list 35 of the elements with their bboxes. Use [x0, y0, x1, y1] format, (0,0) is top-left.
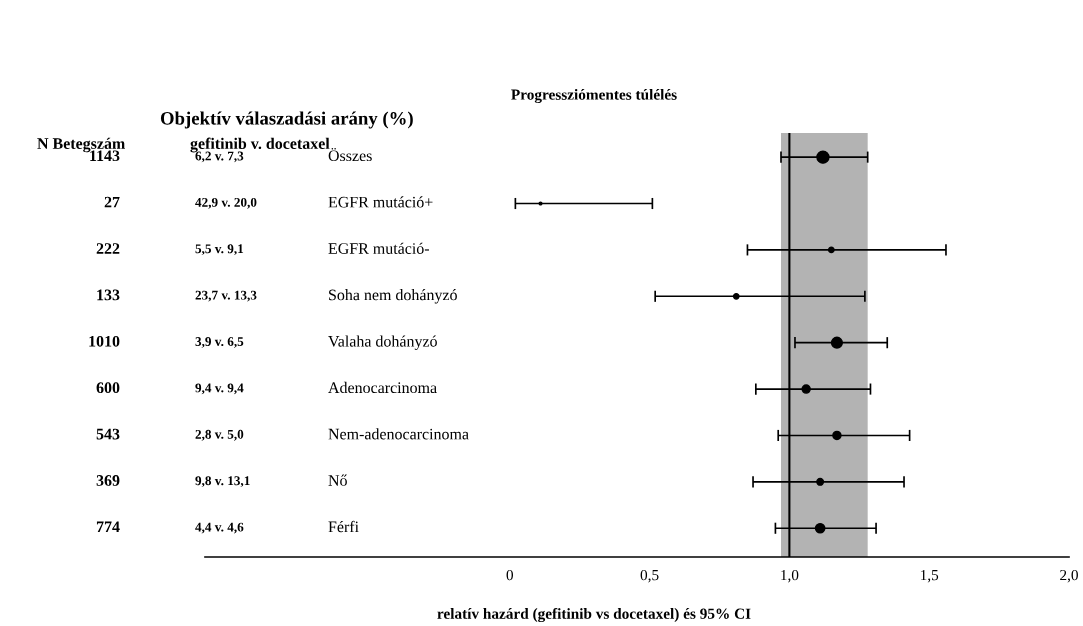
text: 133 [97, 289, 120, 301]
annotation: 3,9 v. 6,5 [195, 337, 244, 348]
y-tick-label: EGFR mutáció+ [328, 196, 433, 208]
text: 1010 [89, 335, 120, 347]
y-tick-label: EGFR mutáció- [328, 242, 430, 254]
y-tick-label: Valaha dohányzó [328, 335, 437, 350]
text: Objektív válaszadási arány (%) [160, 111, 413, 129]
x-tick-label: 0,5 [640, 569, 659, 583]
annotation: 4,4 v. 4,6 [195, 522, 244, 534]
y-tick-label: Soha nem dohányzó [329, 289, 457, 304]
y-tick-label: Nő [328, 474, 347, 486]
annotation: 9,4 v. 9,4 [195, 383, 244, 395]
text: 774 [96, 521, 120, 533]
annotation: 6,2 v. 7,3 [195, 151, 244, 163]
text: 543 [96, 428, 120, 440]
y-tick-label: Adenocarcinoma [328, 381, 437, 394]
x-tick-label: 0 [506, 569, 514, 581]
annotation: gefitinib v. docetaxel [190, 137, 330, 153]
text: 222 [96, 243, 120, 254]
text: 27 [104, 196, 120, 208]
annotation: 2,8 v. 5,0 [195, 429, 244, 441]
text: 369 [96, 475, 120, 486]
chart-title: Progressziómentes túlélés [511, 89, 677, 103]
annotation: 9,8 v. 13,1 [195, 476, 250, 488]
annotation: 5,5 v. 9,1 [195, 244, 244, 256]
y-tick-label: Összes [328, 148, 372, 162]
y-tick-label: Férfi [328, 520, 359, 533]
y-tick-label: Nem-adenocarcinoma [328, 428, 469, 440]
x-tick-label: 1,0 [781, 569, 799, 583]
annotation: 23,7 v. 13,3 [195, 290, 257, 302]
x-axis-title: relatív hazárd (gefitinib vs docetaxel) és 95% CI [437, 607, 751, 623]
text: 600 [96, 382, 120, 394]
annotation: 42,9 v. 20,0 [195, 197, 257, 209]
x-tick-label: 2,0 [1060, 569, 1078, 583]
x-tick-label: 1,5 [920, 570, 939, 583]
